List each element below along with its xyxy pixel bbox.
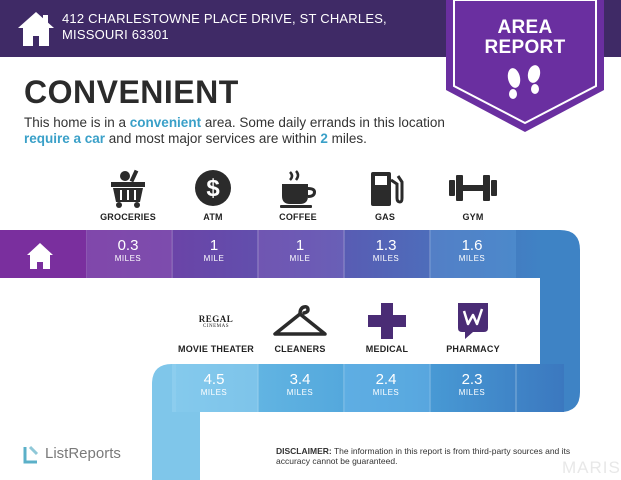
amenity-groceries: GROCERIES xyxy=(88,168,168,222)
amenity-label: GAS xyxy=(374,212,396,222)
distance-gas: 1.3 MILES xyxy=(344,238,428,264)
distance-value: 4.5 xyxy=(203,371,225,388)
amenity-gas: GAS xyxy=(345,168,425,222)
amenity-coffee: COFFEE xyxy=(258,168,338,222)
amenity-label: GYM xyxy=(462,212,484,222)
gas-pump-icon xyxy=(371,172,404,206)
walgreens-icon xyxy=(458,303,488,339)
amenity-label: GROCERIES xyxy=(100,212,156,222)
amenity-pharmacy: PHARMACY xyxy=(430,300,516,354)
summary-text: This home is in a convenient area. Some … xyxy=(24,115,445,146)
home-start-icon xyxy=(27,243,53,269)
hanger-icon xyxy=(273,305,327,336)
distance-coffee: 1 MILE xyxy=(258,238,342,264)
amenity-cleaners: CLEANERS xyxy=(258,302,342,354)
amenity-label: MOVIE THEATER xyxy=(178,344,254,354)
amenity-label: CLEANERS xyxy=(274,344,326,354)
medical-cross-icon xyxy=(368,303,406,339)
banner-title-line1: AREA xyxy=(497,17,553,38)
property-address: 412 CHARLESTOWNE PLACE DRIVE, ST CHARLES… xyxy=(62,11,387,42)
distance-value: 2.3 xyxy=(461,371,483,388)
amenity-atm: $ ATM xyxy=(173,168,253,222)
distance-value: 1.6 xyxy=(461,237,483,254)
amenity-medical: MEDICAL xyxy=(344,302,430,354)
distance-unit: MILES xyxy=(114,254,142,263)
amenity-movie-theater: REGAL CINEMAS MOVIE THEATER xyxy=(174,304,258,354)
distance-value: 1 xyxy=(209,237,219,254)
distance-movie-theater: 4.5 MILES xyxy=(172,372,256,398)
distance-unit: MILES xyxy=(458,388,486,397)
distance-groceries: 0.3 MILES xyxy=(86,238,170,264)
page-title: CONVENIENT xyxy=(24,74,239,110)
amenity-gym: GYM xyxy=(433,168,513,222)
disclaimer: DISCLAIMER: The information in this repo… xyxy=(276,446,571,466)
distance-value: 0.3 xyxy=(117,237,139,254)
area-report-banner xyxy=(446,0,604,132)
distance-unit: MILES xyxy=(372,254,400,263)
regal-cinemas-logo: REGAL CINEMAS xyxy=(198,313,234,329)
dumbbell-icon xyxy=(449,175,497,201)
amenity-label: COFFEE xyxy=(279,212,317,222)
listreports-logo-text: ListReports xyxy=(45,445,121,462)
home-icon xyxy=(18,12,54,46)
maris-watermark: MARIS xyxy=(562,458,621,477)
banner-title-line2: REPORT xyxy=(484,37,566,58)
amenity-label: ATM xyxy=(203,212,223,222)
listreports-logo-icon xyxy=(23,445,39,464)
distance-gym: 1.6 MILES xyxy=(430,238,514,264)
distance-unit: MILE xyxy=(203,254,225,263)
atm-icon: $ xyxy=(195,170,231,206)
footsteps-icon xyxy=(507,65,541,99)
distance-value: 1 xyxy=(295,237,305,254)
distance-unit: MILES xyxy=(200,388,228,397)
distance-unit: MILES xyxy=(458,254,486,263)
distance-unit: MILE xyxy=(289,254,311,263)
svg-text:$: $ xyxy=(206,175,220,202)
distance-value: 1.3 xyxy=(375,237,397,254)
amenity-label: MEDICAL xyxy=(365,344,409,354)
distance-unit: MILES xyxy=(372,388,400,397)
distance-cleaners: 3.4 MILES xyxy=(258,372,342,398)
distance-medical: 2.4 MILES xyxy=(344,372,428,398)
distance-unit: MILES xyxy=(286,388,314,397)
distance-pharmacy: 2.3 MILES xyxy=(430,372,514,398)
distance-atm: 1 MILE xyxy=(172,238,256,264)
banner-title: AREA REPORT xyxy=(446,18,604,58)
distance-value: 3.4 xyxy=(289,371,311,388)
distance-value: 2.4 xyxy=(375,371,397,388)
amenity-label: PHARMACY xyxy=(446,344,500,354)
coffee-icon xyxy=(280,170,316,208)
distance-path xyxy=(0,230,580,480)
groceries-icon xyxy=(111,169,145,208)
